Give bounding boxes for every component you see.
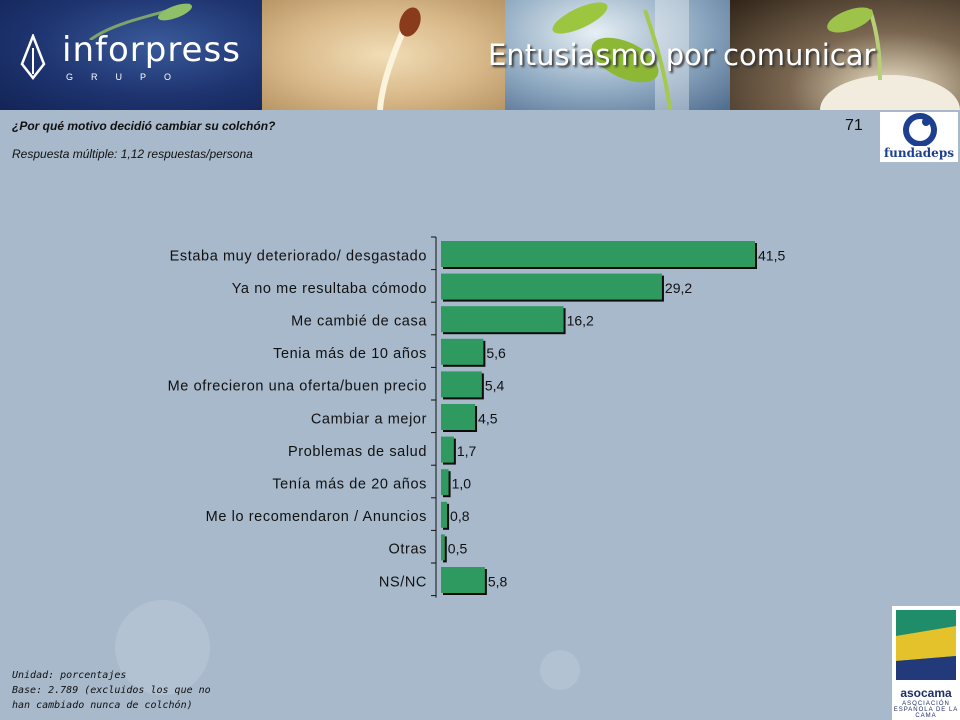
bar-value-label: 1,0	[452, 476, 472, 492]
bar-value-label: 41,5	[758, 247, 785, 263]
brand-subtitle: GRUPO	[66, 72, 190, 82]
bar-value-label: 29,2	[665, 280, 692, 296]
bar	[441, 241, 755, 267]
bar-value-label: 0,8	[450, 508, 470, 524]
bar-value-label: 16,2	[567, 313, 594, 329]
bar-value-label: 5,8	[488, 573, 508, 589]
bar	[441, 567, 485, 593]
fundadeps-mark-icon	[903, 113, 937, 146]
asocama-subtitle: ASOCIACIÓN ESPAÑOLA DE LA CAMA	[893, 701, 959, 719]
bar-value-label: 4,5	[478, 410, 498, 426]
bar	[441, 273, 662, 300]
fundadeps-logo: fundadeps	[880, 112, 958, 162]
banner-panel-brand: inforpress GRUPO	[0, 0, 262, 110]
sprout-icon	[89, 3, 193, 40]
category-label: Estaba muy deteriorado/ desgastado	[170, 248, 427, 264]
bar	[441, 306, 564, 333]
category-label: Me lo recomendaron / Anuncios	[206, 509, 427, 525]
category-label: Otras	[389, 542, 427, 558]
bar	[441, 469, 449, 496]
question-subtitle: Respuesta múltiple: 1,12 respuestas/pers…	[12, 147, 253, 161]
bar	[441, 371, 482, 398]
brand-name: inforpress	[62, 30, 241, 70]
asocama-mark-icon	[896, 610, 956, 680]
fundadeps-name: fundadeps	[884, 146, 954, 160]
bar	[441, 501, 448, 528]
footnote-base: Base: 2.789 (excluidos los que no	[12, 685, 211, 696]
category-label: Cambiar a mejor	[311, 411, 427, 427]
footnote-unit: Unidad: porcentajes	[12, 670, 127, 681]
brand-logo: inforpress GRUPO	[18, 30, 258, 85]
category-label: Me cambié de casa	[291, 314, 427, 330]
category-label: Problemas de salud	[288, 444, 427, 460]
bar-value-label: 5,4	[485, 378, 505, 394]
slogan: Entusiasmo por comunicar	[488, 38, 876, 72]
category-label: NS/NC	[379, 574, 427, 590]
banner-panel-egg	[730, 0, 960, 110]
banner-panel-seed	[262, 0, 505, 110]
bar-shadow	[443, 536, 447, 563]
category-label: Tenía más de 20 años	[272, 477, 427, 493]
bar-value-label: 0,5	[448, 541, 468, 557]
question-title: ¿Por qué motivo decidió cambiar su colch…	[12, 119, 276, 133]
category-label: Ya no me resultaba cómodo	[232, 281, 427, 297]
decor-circle	[540, 650, 580, 690]
decor-circle	[115, 600, 210, 695]
bar	[441, 436, 454, 463]
plant-icon	[552, 0, 689, 110]
egg-sprout-icon	[820, 7, 960, 110]
asocama-name: asocama	[900, 686, 952, 700]
bar	[441, 338, 484, 365]
page-number: 71	[845, 117, 863, 134]
category-label: Me ofrecieron una oferta/buen precio	[168, 379, 427, 395]
seed-sprout-icon	[377, 7, 421, 110]
bar	[441, 404, 476, 430]
asocama-logo: asocama ASOCIACIÓN ESPAÑOLA DE LA CAMA	[892, 606, 960, 720]
category-label: Tenia más de 10 años	[273, 346, 427, 362]
bar	[441, 534, 445, 561]
footnote-base-cont: han cambiado nunca de colchón)	[12, 700, 193, 711]
header-banner: inforpress GRUPO Entusiasmo por comunica…	[0, 0, 960, 110]
pen-nib-icon	[20, 34, 46, 80]
footnote: Unidad: porcentajes Base: 2.789 (excluid…	[12, 668, 211, 713]
banner-panel-plant	[505, 0, 730, 110]
bar-value-label: 5,6	[486, 345, 506, 361]
bar-value-label: 1,7	[457, 443, 477, 459]
